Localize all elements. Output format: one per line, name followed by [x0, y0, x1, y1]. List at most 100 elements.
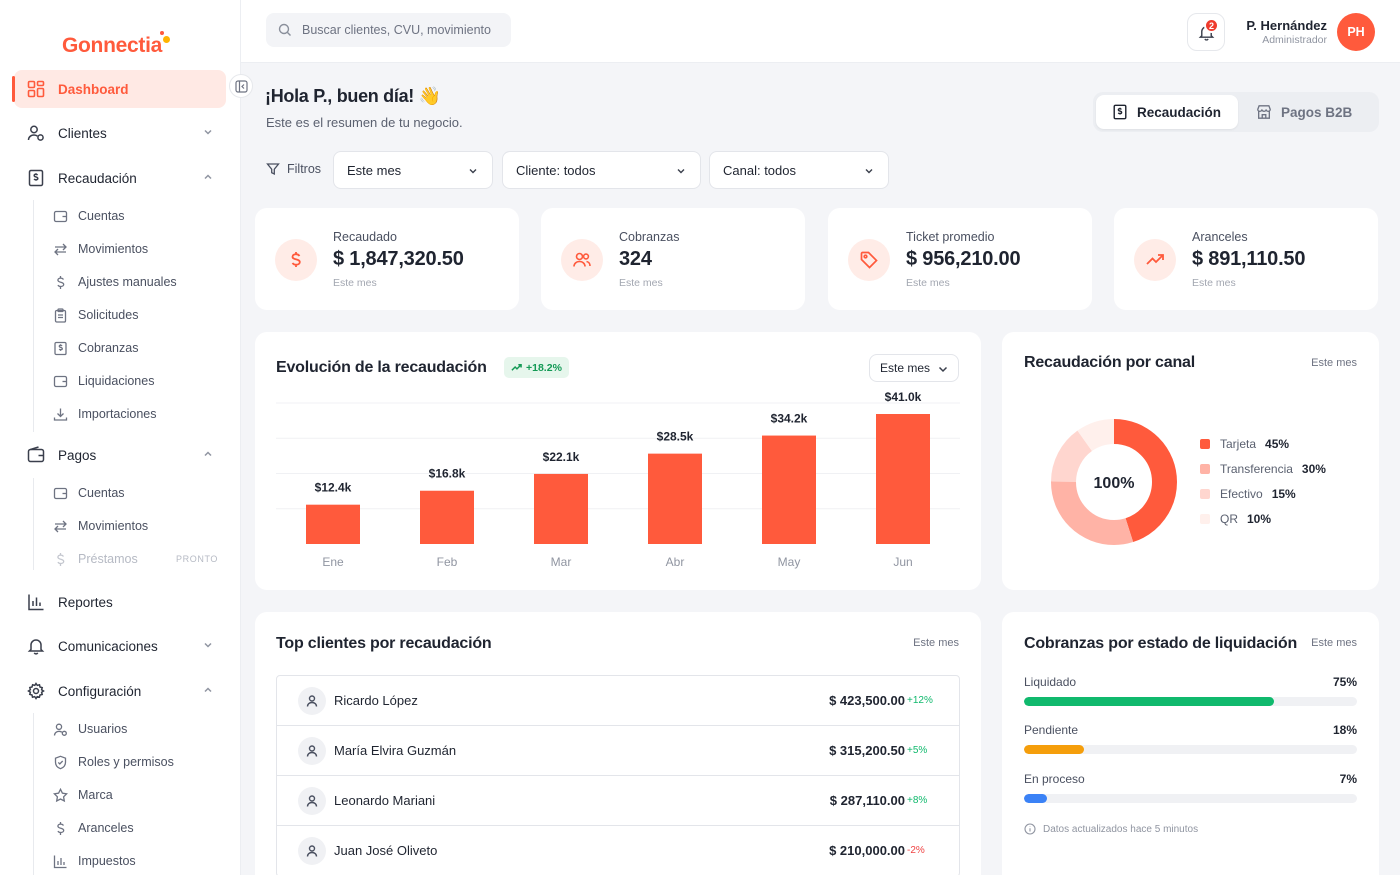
- kpi-value: 324: [619, 248, 652, 270]
- user-icon: [26, 123, 46, 143]
- wallet-icon: [52, 485, 68, 501]
- legend-label: Transferencia: [1220, 462, 1293, 476]
- period-select[interactable]: Este mes: [333, 151, 493, 189]
- sidebar-subitem-label: Solicitudes: [78, 308, 139, 322]
- sidebar-subitem-impuestos[interactable]: Impuestos: [52, 850, 222, 872]
- chevron-up-icon: [202, 171, 214, 186]
- sidebar-item-label: Comunicaciones: [58, 638, 158, 654]
- sidebar-subitem-usuarios[interactable]: Usuarios: [52, 718, 222, 740]
- user-icon: [298, 837, 326, 865]
- dollar-icon: [52, 274, 68, 290]
- receipt-icon: [26, 168, 46, 188]
- shield-icon: [52, 754, 68, 770]
- chevron-down-icon: [467, 165, 479, 177]
- search-input[interactable]: [302, 23, 502, 37]
- receipt-icon: [1112, 104, 1128, 120]
- sidebar-subitem-aranceles[interactable]: Aranceles: [52, 817, 222, 839]
- sidebar-subitem-ajustes[interactable]: Ajustes manuales: [52, 271, 222, 293]
- kpi-label: Cobranzas: [619, 230, 680, 244]
- sidebar-subitem-label: Aranceles: [78, 821, 134, 835]
- sidebar-item-comunicaciones[interactable]: Comunicaciones: [14, 627, 226, 665]
- star-icon: [52, 787, 68, 803]
- sidebar-subitem-marca[interactable]: Marca: [52, 784, 222, 806]
- sidebar-subitem-label: Usuarios: [78, 722, 128, 736]
- topbar: 2 P. Hernández Administrador PH: [241, 0, 1400, 63]
- dollar-icon: [52, 820, 68, 836]
- page-subtitle: Este es el resumen de tu negocio.: [266, 115, 463, 130]
- status-label: Liquidado: [1024, 675, 1077, 689]
- channel-select[interactable]: Canal: todos: [709, 151, 889, 189]
- sidebar-subitem-movimientos[interactable]: Movimientos: [52, 238, 222, 260]
- legend-item-qr: QR 10%: [1200, 512, 1271, 526]
- table-row[interactable]: Leonardo Mariani $ 287,110.00 +8%: [277, 776, 959, 826]
- sidebar-item-pagos[interactable]: Pagos: [14, 436, 226, 474]
- select-value: Cliente: todos: [516, 162, 596, 178]
- progress-track: [1024, 794, 1357, 803]
- sidebar-subitem-roles[interactable]: Roles y permisos: [52, 751, 222, 773]
- sidebar-subitem-cuentas[interactable]: Cuentas: [52, 205, 222, 227]
- logo-dot-small: [159, 31, 164, 35]
- chevron-down-icon: [863, 165, 875, 177]
- sidebar-toggle-icon: [234, 79, 248, 93]
- legend-value: 15%: [1271, 487, 1296, 501]
- avatar[interactable]: PH: [1337, 13, 1375, 51]
- bar-value-label: $12.4k: [315, 481, 352, 495]
- channel-card: Recaudación por canal Este mes 100% Tarj…: [1002, 332, 1379, 590]
- tag-icon: [848, 239, 890, 281]
- kpi-card-cobranzas: Cobranzas 324 Este mes: [541, 208, 805, 310]
- sidebar-collapse-button[interactable]: [229, 74, 253, 98]
- sidebar-subitem-pagos-cuentas[interactable]: Cuentas: [52, 482, 222, 504]
- kpi-period: Este mes: [619, 277, 663, 289]
- progress-fill: [1024, 745, 1084, 754]
- table-row[interactable]: María Elvira Guzmán $ 315,200.50 +5%: [277, 726, 959, 776]
- user-name[interactable]: P. Hernández: [1246, 18, 1327, 33]
- sidebar-item-configuracion[interactable]: Configuración: [14, 672, 226, 710]
- kpi-value: $ 891,110.50: [1192, 248, 1306, 270]
- sidebar-item-reportes[interactable]: Reportes: [14, 583, 226, 621]
- client-name: Ricardo López: [334, 693, 418, 708]
- progress-fill: [1024, 794, 1048, 803]
- table-row[interactable]: Ricardo López $ 423,500.00 +12%: [277, 676, 959, 726]
- sidebar-item-clientes[interactable]: Clientes: [14, 114, 226, 152]
- arrows-left-right-icon: [52, 241, 68, 257]
- evolution-period-select[interactable]: Este mes: [869, 354, 959, 382]
- brand-logo[interactable]: Gonnectia: [62, 31, 170, 58]
- search-box[interactable]: [266, 13, 511, 47]
- table-row[interactable]: Juan José Oliveto $ 210,000.00 -2%: [277, 826, 959, 875]
- sidebar-item-dashboard[interactable]: Dashboard: [12, 70, 226, 108]
- client-amount: $ 210,000.00: [829, 843, 905, 858]
- notification-badge: 2: [1204, 18, 1219, 33]
- evolution-title: Evolución de la recaudación: [276, 359, 487, 376]
- sidebar-subitem-solicitudes[interactable]: Solicitudes: [52, 304, 222, 326]
- sidebar-item-label: Pagos: [58, 447, 97, 463]
- tab-recaudacion[interactable]: Recaudación: [1096, 95, 1238, 129]
- settlement-period: Este mes: [1311, 637, 1357, 649]
- sidebar-subitem-label: Liquidaciones: [78, 374, 155, 388]
- notifications-button[interactable]: 2: [1187, 13, 1225, 51]
- chart-bar: [534, 473, 588, 544]
- trending-up-icon: [511, 362, 522, 373]
- sidebar-subitem-label: Movimientos: [78, 519, 149, 533]
- chevron-down-icon: [937, 363, 949, 375]
- coming-soon-badge: PRONTO: [176, 554, 218, 564]
- bar-value-label: $28.5k: [657, 430, 694, 444]
- client-select[interactable]: Cliente: todos: [502, 151, 701, 189]
- sidebar-subitem-cobranzas[interactable]: Cobranzas: [52, 337, 222, 359]
- sidebar-subitem-pagos-movimientos[interactable]: Movimientos: [52, 515, 222, 537]
- legend-swatch: [1200, 464, 1210, 474]
- tab-pagos-b2b[interactable]: Pagos B2B: [1256, 95, 1376, 129]
- chevron-down-icon: [675, 165, 687, 177]
- x-tick-label: Feb: [437, 555, 458, 569]
- sidebar: Gonnectia Dashboard Clientes Recaudación…: [0, 0, 241, 875]
- chart-bar: [306, 504, 360, 544]
- status-label: Pendiente: [1024, 723, 1079, 737]
- donut-slice: [1051, 419, 1177, 545]
- select-value: Canal: todos: [723, 162, 796, 178]
- legend-value: 45%: [1265, 437, 1290, 451]
- sidebar-subitem-liquidaciones[interactable]: Liquidaciones: [52, 370, 222, 392]
- channel-period: Este mes: [1311, 357, 1357, 369]
- client-name: Juan José Oliveto: [334, 843, 438, 858]
- trending-up-icon: [1134, 239, 1176, 281]
- sidebar-item-recaudacion[interactable]: Recaudación: [14, 159, 226, 197]
- sidebar-subitem-importaciones[interactable]: Importaciones: [52, 403, 222, 425]
